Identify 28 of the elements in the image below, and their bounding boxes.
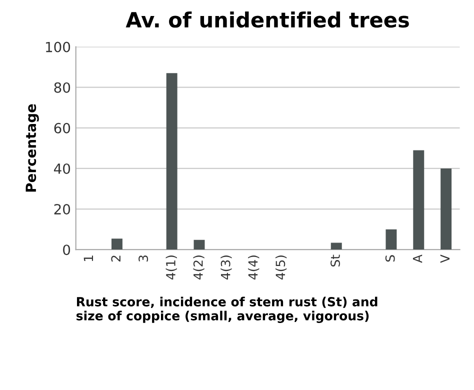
bar	[440, 168, 452, 250]
y-tick-label: 40	[54, 163, 70, 174]
y-tick-label: 0	[63, 244, 70, 256]
y-axis-title: Percentage	[26, 104, 39, 192]
x-tick-label: V	[440, 254, 450, 263]
x-tick-label: A	[412, 254, 422, 263]
y-tick-label: 60	[54, 122, 70, 134]
x-tick-label: 3	[138, 255, 148, 262]
x-tick-label: S	[385, 255, 395, 262]
x-tick-label: St	[330, 254, 340, 266]
x-tick-label: 4(4)	[248, 256, 260, 280]
bar	[386, 229, 397, 250]
x-tick-label: 4(5)	[275, 256, 287, 280]
y-tick-label: 20	[54, 204, 70, 215]
x-tick-label: 2	[111, 256, 120, 262]
x-tick-label: 4(3)	[220, 256, 232, 280]
y-tick-label: 100	[46, 42, 70, 52]
x-tick-label: 1	[84, 256, 93, 262]
x-axis-title: Rust score, incidence of stem rust (St) and size of coppice (small, average, vigorous)	[76, 296, 378, 323]
bar	[166, 73, 178, 250]
y-tick-label: 80	[54, 82, 70, 93]
chart-title: Av. of unidentified trees	[126, 12, 409, 28]
x-tick-label: 4(2)	[193, 256, 204, 280]
bar	[194, 240, 205, 250]
bar	[413, 150, 424, 250]
bar	[111, 238, 122, 250]
bar	[330, 242, 342, 250]
x-tick-label: 4(1)	[166, 256, 177, 280]
